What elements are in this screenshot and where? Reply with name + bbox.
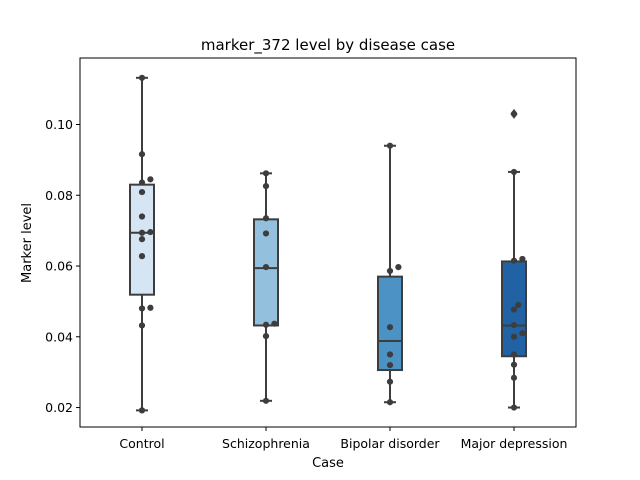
- y-tick-label: 0.02: [45, 400, 73, 415]
- x-tick-label: Bipolar disorder: [340, 436, 440, 451]
- data-point: [138, 305, 146, 312]
- data-point: [262, 230, 270, 237]
- data-point: [510, 110, 518, 117]
- data-point: [510, 168, 518, 176]
- data-point: [262, 321, 270, 328]
- data-point: [510, 361, 518, 368]
- data-point: [138, 179, 146, 186]
- data-point: [386, 361, 394, 369]
- data-point: [386, 378, 394, 385]
- x-axis-label: Case: [312, 456, 344, 471]
- x-tick-label: Major depression: [461, 436, 568, 451]
- data-point: [138, 236, 146, 243]
- y-tick-label: 0.04: [45, 329, 73, 344]
- data-point: [138, 407, 146, 414]
- plot-area: [129, 74, 527, 414]
- data-point: [510, 351, 518, 358]
- data-point: [515, 301, 522, 309]
- data-point: [262, 182, 270, 190]
- swarm-points: [262, 170, 278, 404]
- data-point: [395, 263, 402, 271]
- data-point: [510, 374, 518, 381]
- box-group: [253, 172, 279, 402]
- data-point: [138, 74, 146, 81]
- data-point: [138, 229, 146, 236]
- data-point: [510, 322, 518, 329]
- swarm-points: [510, 110, 526, 411]
- data-point: [510, 257, 518, 264]
- y-tick-label: 0.06: [45, 259, 73, 274]
- data-point: [138, 188, 146, 196]
- data-point: [510, 306, 518, 313]
- data-point: [519, 330, 526, 337]
- data-point: [138, 151, 146, 158]
- data-point: [386, 351, 394, 358]
- data-point: [510, 404, 518, 411]
- chart-title: marker_372 level by disease case: [201, 36, 455, 55]
- y-axis-label: Marker level: [20, 203, 35, 283]
- data-point: [147, 176, 154, 183]
- data-point: [386, 399, 394, 406]
- x-tick-label: Control: [119, 436, 164, 451]
- box-group: [129, 76, 155, 412]
- y-tick-label: 0.10: [45, 117, 73, 132]
- data-point: [386, 142, 394, 149]
- swarm-points: [138, 74, 154, 414]
- swarm-points: [386, 142, 402, 406]
- y-axis: 0.02 0.04 0.06 0.08 0.10: [45, 117, 80, 415]
- plot-frame: [79, 57, 577, 428]
- x-tick-label: Schizophrenia: [222, 436, 310, 451]
- data-point: [138, 213, 146, 220]
- data-point: [510, 333, 518, 340]
- x-axis: Control Schizophrenia Bipolar disorder Majo…: [119, 427, 567, 451]
- data-point: [138, 322, 146, 329]
- data-point: [138, 253, 146, 260]
- y-tick-label: 0.08: [45, 188, 73, 203]
- data-point: [262, 215, 270, 222]
- data-point: [262, 263, 270, 271]
- data-point: [271, 320, 278, 327]
- data-point: [262, 397, 270, 404]
- data-point: [262, 332, 270, 340]
- data-point: [147, 304, 154, 311]
- data-point: [262, 170, 270, 177]
- data-point: [386, 324, 394, 331]
- data-point: [519, 255, 526, 263]
- data-point: [386, 267, 394, 275]
- data-point: [147, 228, 154, 236]
